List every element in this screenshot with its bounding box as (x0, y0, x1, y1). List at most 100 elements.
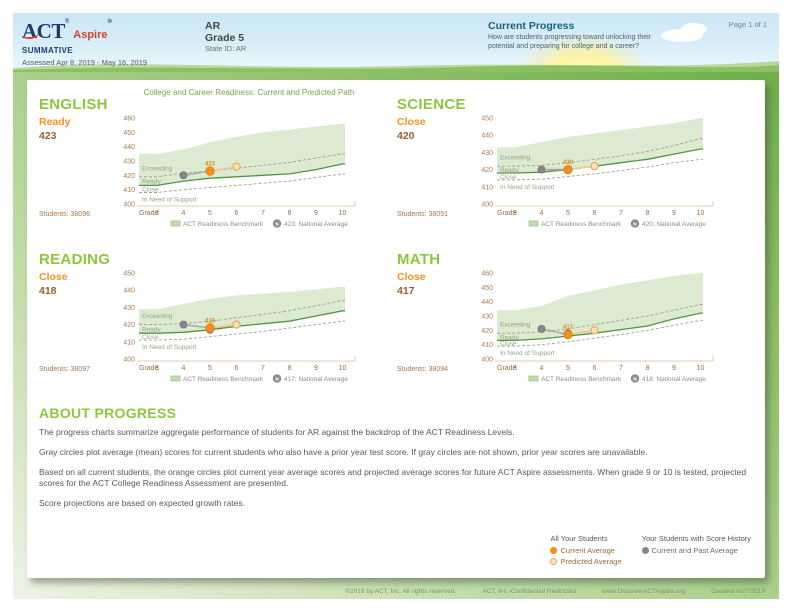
svg-text:420: National Average: 420: National Average (642, 221, 706, 228)
subject-block-math: MATH Close 417 Students: 38094 Exceeding… (397, 251, 749, 391)
svg-text:410: 410 (123, 339, 135, 346)
assessed-date-range: Assessed Apr 8, 2019 - May 16, 2019 (22, 58, 148, 67)
close-boundary-line (497, 158, 703, 181)
about-paragraph: Based on all current students, the orang… (39, 467, 747, 489)
svg-text:400: 400 (481, 202, 493, 209)
progress-chart-svg: Exceeding Ready Close In Need of Support… (481, 116, 714, 228)
svg-text:417: National Average: 417: National Average (284, 376, 348, 383)
page-number: Page 1 of 1 (728, 20, 767, 29)
legend-group-title: Your Students with Score History (641, 534, 751, 543)
benchmark-line (139, 310, 345, 334)
svg-text:10: 10 (697, 365, 705, 372)
svg-text:8: 8 (288, 365, 292, 372)
svg-text:410: 410 (123, 187, 135, 194)
svg-text:460: 460 (123, 116, 135, 123)
svg-text:Grade: Grade (139, 365, 159, 372)
average-score: 418 (39, 285, 57, 297)
aspire-url-link[interactable]: www.DiscoverACTAspire.org (602, 588, 686, 595)
svg-text:Ready: Ready (142, 179, 162, 186)
progress-chart-svg: Exceeding Ready Close In Need of Support… (481, 271, 714, 383)
legend-group-title: All Your Students (550, 534, 608, 543)
svg-text:410: 410 (481, 184, 493, 191)
svg-text:420: 420 (123, 322, 135, 329)
national-average-legend-icon (272, 374, 282, 383)
svg-text:430: 430 (481, 150, 493, 157)
about-paragraph: Score projections are based on expected … (39, 498, 246, 509)
svg-text:400: 400 (123, 202, 135, 209)
svg-text:10: 10 (339, 210, 347, 217)
chart-legend: ACT Readiness Benchmark N 423: National … (170, 219, 348, 228)
svg-text:9: 9 (314, 210, 318, 217)
readiness-level: Close (397, 271, 426, 283)
about-paragraph: The progress charts summarize aggregate … (39, 427, 515, 437)
benchmark-line (497, 148, 703, 174)
progress-chart-svg: Exceeding Ready Close In Need of Support… (123, 271, 356, 383)
section-title: Current Progress (488, 20, 575, 32)
exceeding-boundary-line (497, 138, 703, 167)
legend-item-label: Predicted Average (560, 557, 622, 566)
svg-text:Close: Close (500, 341, 517, 348)
current-average-value-label: 418 (205, 319, 216, 325)
report-type-label: SUMMATIVE (22, 46, 74, 55)
subject-title: READING (39, 251, 111, 268)
predicted-average-marker (590, 162, 599, 171)
svg-text:3: 3 (513, 210, 517, 217)
benchmark-band (497, 273, 703, 341)
current-average-value-label: 420 (563, 160, 574, 166)
students-count: Students: 38091 (397, 211, 448, 218)
svg-text:In Need of Support: In Need of Support (500, 184, 555, 191)
page-background: College and Career Readiness: Current an… (13, 72, 779, 599)
svg-text:440: 440 (123, 288, 135, 295)
legend-item-past-average: Current and Past Average (641, 546, 751, 555)
current-average-marker (205, 166, 215, 176)
svg-text:8: 8 (646, 210, 650, 217)
past-average-dot-icon (641, 547, 649, 554)
readiness-level: Close (39, 271, 68, 283)
svg-text:420: 420 (481, 167, 493, 174)
svg-text:5: 5 (208, 365, 212, 372)
legend-score-history: Your Students with Score History Current… (641, 534, 751, 568)
svg-text:7: 7 (619, 210, 623, 217)
current-average-value-label: 417 (563, 325, 574, 331)
svg-text:420: 420 (481, 328, 493, 335)
svg-text:Grade: Grade (497, 210, 517, 217)
svg-text:3: 3 (155, 210, 159, 217)
benchmark-band (139, 123, 345, 186)
svg-text:430: 430 (481, 314, 493, 321)
section-question: How are students progressing toward unlo… (488, 34, 652, 50)
hills-illustration (13, 61, 779, 72)
svg-text:6: 6 (235, 210, 239, 217)
predicted-average-marker (232, 320, 241, 329)
progress-chart-svg: Exceeding Ready Close In Need of Support… (123, 116, 356, 228)
benchmark-line (497, 312, 703, 342)
copyright-text: ©2019 by ACT, Inc. All rights reserved. (345, 588, 457, 595)
svg-text:Exceeding: Exceeding (142, 165, 173, 172)
predicted-average-marker (232, 162, 241, 171)
prior-average-marker (179, 320, 188, 329)
svg-text:Grade: Grade (139, 210, 159, 217)
act-aspire-logo: ACT®Aspire® SUMMATIVE Assessed Apr 8, 20… (22, 19, 212, 67)
average-score: 417 (397, 285, 415, 297)
prior-average-marker (537, 324, 546, 333)
report-page: ACT®Aspire® SUMMATIVE Assessed Apr 8, 20… (13, 13, 779, 599)
benchmark-swatch-icon (528, 375, 539, 382)
close-boundary-line (139, 173, 345, 193)
svg-text:6: 6 (235, 365, 239, 372)
svg-text:4: 4 (182, 210, 186, 217)
svg-text:440: 440 (481, 133, 493, 140)
subject-title: SCIENCE (397, 96, 466, 113)
average-score: 423 (39, 130, 57, 142)
section-intro: Current Progress How are students progre… (488, 20, 663, 52)
prior-average-marker (179, 171, 188, 180)
svg-text:450: 450 (481, 116, 493, 123)
svg-text:10: 10 (697, 210, 705, 217)
progress-chart-reading: Exceeding Ready Close In Need of Support… (111, 269, 373, 391)
national-average-legend-icon (630, 374, 640, 383)
svg-text:ACT Readiness Benchmark: ACT Readiness Benchmark (183, 221, 264, 228)
svg-text:Ready: Ready (500, 167, 520, 174)
about-progress-title: ABOUT PROGRESS (39, 405, 177, 421)
svg-text:Exceeding: Exceeding (142, 313, 173, 320)
svg-text:430: 430 (123, 159, 135, 166)
svg-text:ACT Readiness Benchmark: ACT Readiness Benchmark (183, 376, 264, 383)
svg-text:3: 3 (155, 365, 159, 372)
